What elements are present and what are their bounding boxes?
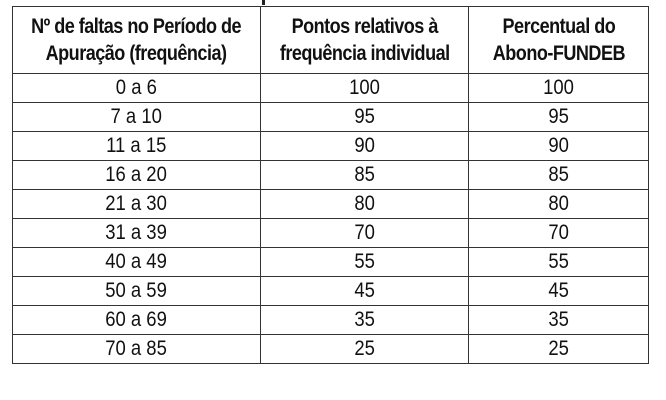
points-cell: 85 xyxy=(260,160,469,190)
points-cell: 100 xyxy=(260,73,469,103)
points-value: 95 xyxy=(354,105,375,128)
percent-cell: 85 xyxy=(468,160,649,190)
points-value: 45 xyxy=(354,279,375,302)
points-cell: 55 xyxy=(260,247,469,277)
absences-cell: 16 a 20 xyxy=(12,160,261,190)
header-absences-label: Nº de faltas no Período de Apuração (fre… xyxy=(31,15,242,65)
absences-value: 11 a 15 xyxy=(106,134,167,157)
percent-cell: 100 xyxy=(468,73,649,103)
top-edge-mark xyxy=(262,0,265,5)
points-value: 70 xyxy=(354,221,375,244)
table-row: 7 a 10 95 95 xyxy=(12,102,649,132)
percent-value: 35 xyxy=(548,308,569,331)
absences-cell: 70 a 85 xyxy=(12,334,261,364)
header-points-label: Pontos relativos à frequência individual xyxy=(279,15,450,65)
table-row: 0 a 6 100 100 xyxy=(12,73,649,103)
table-row: 21 a 30 80 80 xyxy=(12,189,649,219)
points-cell: 90 xyxy=(260,131,469,161)
absences-value: 21 a 30 xyxy=(105,192,168,215)
percent-value: 85 xyxy=(548,163,569,186)
percent-cell: 90 xyxy=(468,131,649,161)
absences-value: 0 a 6 xyxy=(115,76,158,99)
points-value: 80 xyxy=(354,192,375,215)
abono-frequency-table: Nº de faltas no Período de Apuração (fre… xyxy=(12,6,649,364)
percent-cell: 80 xyxy=(468,189,649,219)
header-percent-label: Percentual do Abono-FUNDEB xyxy=(492,15,625,65)
points-value: 35 xyxy=(354,308,375,331)
header-percent: Percentual do Abono-FUNDEB xyxy=(468,6,649,74)
table-row: 16 a 20 85 85 xyxy=(12,160,649,190)
percent-value: 25 xyxy=(548,337,569,360)
header-absences: Nº de faltas no Período de Apuração (fre… xyxy=(12,6,261,74)
points-value: 25 xyxy=(354,337,375,360)
points-value: 90 xyxy=(354,134,375,157)
points-cell: 70 xyxy=(260,218,469,248)
absences-cell: 11 a 15 xyxy=(12,131,261,161)
points-value: 85 xyxy=(354,163,375,186)
absences-value: 16 a 20 xyxy=(105,163,168,186)
table-row: 31 a 39 70 70 xyxy=(12,218,649,248)
absences-cell: 50 a 59 xyxy=(12,276,261,306)
table-row: 40 a 49 55 55 xyxy=(12,247,649,277)
percent-value: 95 xyxy=(548,105,569,128)
absences-value: 70 a 85 xyxy=(105,337,168,360)
absences-value: 50 a 59 xyxy=(105,279,168,302)
absences-cell: 21 a 30 xyxy=(12,189,261,219)
percent-cell: 55 xyxy=(468,247,649,277)
absences-cell: 7 a 10 xyxy=(12,102,261,132)
absences-cell: 60 a 69 xyxy=(12,305,261,335)
absences-value: 31 a 39 xyxy=(105,221,168,244)
percent-value: 80 xyxy=(548,192,569,215)
table-row: 60 a 69 35 35 xyxy=(12,305,649,335)
percent-cell: 45 xyxy=(468,276,649,306)
table-row: 50 a 59 45 45 xyxy=(12,276,649,306)
percent-cell: 95 xyxy=(468,102,649,132)
absences-cell: 40 a 49 xyxy=(12,247,261,277)
percent-cell: 70 xyxy=(468,218,649,248)
points-value: 100 xyxy=(349,76,380,99)
points-cell: 95 xyxy=(260,102,469,132)
percent-cell: 35 xyxy=(468,305,649,335)
header-points: Pontos relativos à frequência individual xyxy=(260,6,469,74)
header-row: Nº de faltas no Período de Apuração (fre… xyxy=(12,6,649,74)
percent-value: 90 xyxy=(548,134,569,157)
absences-value: 7 a 10 xyxy=(110,105,163,128)
points-cell: 80 xyxy=(260,189,469,219)
percent-value: 55 xyxy=(548,250,569,273)
points-value: 55 xyxy=(354,250,375,273)
percent-cell: 25 xyxy=(468,334,649,364)
absences-value: 60 a 69 xyxy=(105,308,168,331)
table-row: 11 a 15 90 90 xyxy=(12,131,649,161)
percent-value: 70 xyxy=(548,221,569,244)
percent-value: 45 xyxy=(548,279,569,302)
absences-cell: 31 a 39 xyxy=(12,218,261,248)
points-cell: 35 xyxy=(260,305,469,335)
percent-value: 100 xyxy=(543,76,574,99)
absences-cell: 0 a 6 xyxy=(12,73,261,103)
points-cell: 45 xyxy=(260,276,469,306)
points-cell: 25 xyxy=(260,334,469,364)
absences-value: 40 a 49 xyxy=(105,250,168,273)
table-row: 70 a 85 25 25 xyxy=(12,334,649,364)
